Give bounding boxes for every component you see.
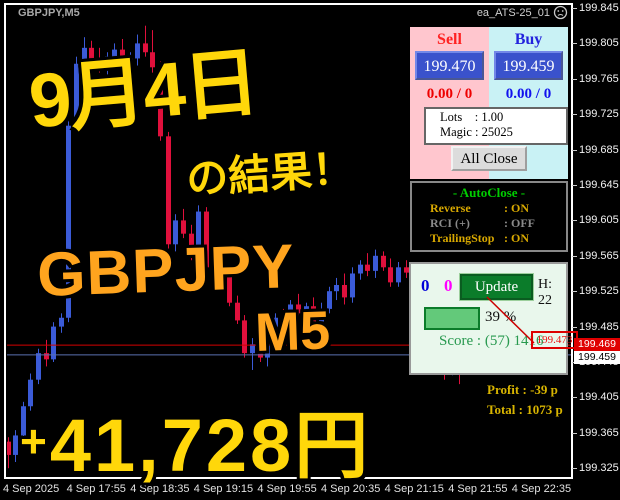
- price-tick-label: 199.365: [579, 426, 619, 439]
- lots-line: Lots : 1.00: [440, 110, 504, 124]
- ea-name-label: ea_ATS-25_01: [476, 7, 550, 19]
- price-tick-mark: [572, 149, 577, 151]
- overlay-profit-amount: +41,728円: [20, 386, 371, 493]
- price-tick-label: 199.325: [579, 462, 619, 475]
- count-magenta: 0: [444, 276, 453, 295]
- autoclose-title: - AutoClose -: [452, 185, 526, 200]
- score-label: Score : (57) 1416: [439, 333, 544, 349]
- price-tick-mark: [572, 432, 577, 434]
- amount-text: 41,728円: [49, 404, 372, 487]
- magic-line: Magic : 25025: [440, 125, 513, 139]
- price-tick-mark: [572, 468, 577, 470]
- price-tick-mark: [572, 78, 577, 80]
- price-tick-mark: [572, 8, 577, 9]
- overlay-pair-text: GBPJPY: [36, 232, 296, 310]
- sell-position-label: 0.00 / 0: [426, 86, 473, 102]
- price-tick-mark: [572, 185, 577, 186]
- price-tick-label: 199.485: [579, 320, 619, 333]
- hour-label: H: 22: [538, 277, 552, 308]
- count-blue: 0: [421, 276, 430, 295]
- overlay-result-text: の結果！: [184, 144, 356, 203]
- all-close-button[interactable]: All Close: [451, 146, 527, 171]
- price-tick-label: 199.845: [579, 2, 619, 14]
- symbol-label: GBPJPY,M5: [18, 7, 80, 19]
- price-tick-label: 199.685: [579, 143, 619, 156]
- total-label: Total : 1073 p: [487, 402, 563, 417]
- price-tick-mark: [572, 43, 577, 45]
- overlay-date-text: 9月4日: [25, 40, 261, 145]
- trailingstop-value: : ON: [504, 231, 529, 245]
- progress-fill: [426, 309, 447, 328]
- price-tick-label: 199.765: [579, 72, 619, 85]
- buy-price-button[interactable]: 199.459: [494, 51, 563, 80]
- reverse-value: : ON: [504, 201, 529, 215]
- rci-label: RCI (+): [430, 216, 470, 230]
- rci-value: : OFF: [504, 216, 535, 230]
- time-tick-label: 4 Sep 2025: [3, 483, 60, 495]
- chart-frame: [4, 3, 573, 479]
- time-tick-label: 4 Sep 22:35: [511, 483, 572, 495]
- trade-panel: Sell Buy 199.470 199.459 0.00 / 0 0.00 /…: [410, 27, 568, 179]
- price-tick-mark: [572, 326, 577, 328]
- ea-smiley-icon: [553, 5, 568, 20]
- price-tick-mark: [572, 114, 577, 116]
- bid-price-box: 199.469: [574, 338, 620, 351]
- price-tick-label: 199.525: [579, 285, 619, 298]
- time-tick-label: 4 Sep 17:55: [66, 483, 126, 495]
- ask-price-box: 199.459: [574, 351, 620, 364]
- price-tick-label: 199.805: [579, 37, 619, 50]
- price-tick-label: 199.405: [579, 391, 619, 404]
- price-tick-mark: [572, 220, 577, 222]
- price-tick-mark: [572, 291, 577, 293]
- time-tick-label: 4 Sep 18:35: [130, 483, 190, 495]
- sell-label: Sell: [437, 31, 462, 48]
- price-tick-label: 199.725: [579, 108, 619, 121]
- sell-price-button[interactable]: 199.470: [415, 51, 484, 80]
- profit-label: Profit : -39 p: [487, 382, 558, 397]
- autoclose-panel: - AutoClose - Reverse : ON RCI (+) : OFF T…: [410, 181, 568, 252]
- plus-sign: +: [20, 415, 50, 467]
- price-tick-mark: [572, 397, 577, 399]
- lots-magic-box: Lots : 1.00 Magic : 25025: [424, 107, 568, 145]
- time-tick-label: 4 Sep 19:15: [193, 483, 254, 495]
- time-tick-label: 4 Sep 21:55: [448, 483, 508, 495]
- progress-bar: [424, 307, 480, 330]
- buy-label: Buy: [514, 31, 543, 48]
- time-tick-label: 4 Sep 21:15: [384, 483, 444, 495]
- score-panel: 0 0 Update H: 22 39 % Score : (57) 1416: [409, 262, 568, 375]
- trailingstop-label: TrailingStop: [430, 231, 495, 245]
- buy-position-label: 0.00 / 0: [505, 86, 552, 102]
- update-button[interactable]: Update: [459, 273, 534, 301]
- price-tick-label: 199.565: [579, 249, 619, 262]
- price-tick-label: 199.605: [579, 214, 619, 227]
- time-tick-label: 4 Sep 19:55: [257, 483, 317, 495]
- price-tick-label: 199.645: [579, 179, 619, 191]
- progress-pct-label: 39 %: [485, 309, 517, 325]
- reverse-label: Reverse: [430, 201, 471, 215]
- price-tick-mark: [572, 255, 577, 257]
- price-tag-box: 199.473: [531, 331, 578, 349]
- overlay-timeframe-text: M5: [254, 300, 332, 363]
- time-tick-label: 4 Sep 20:35: [321, 483, 381, 495]
